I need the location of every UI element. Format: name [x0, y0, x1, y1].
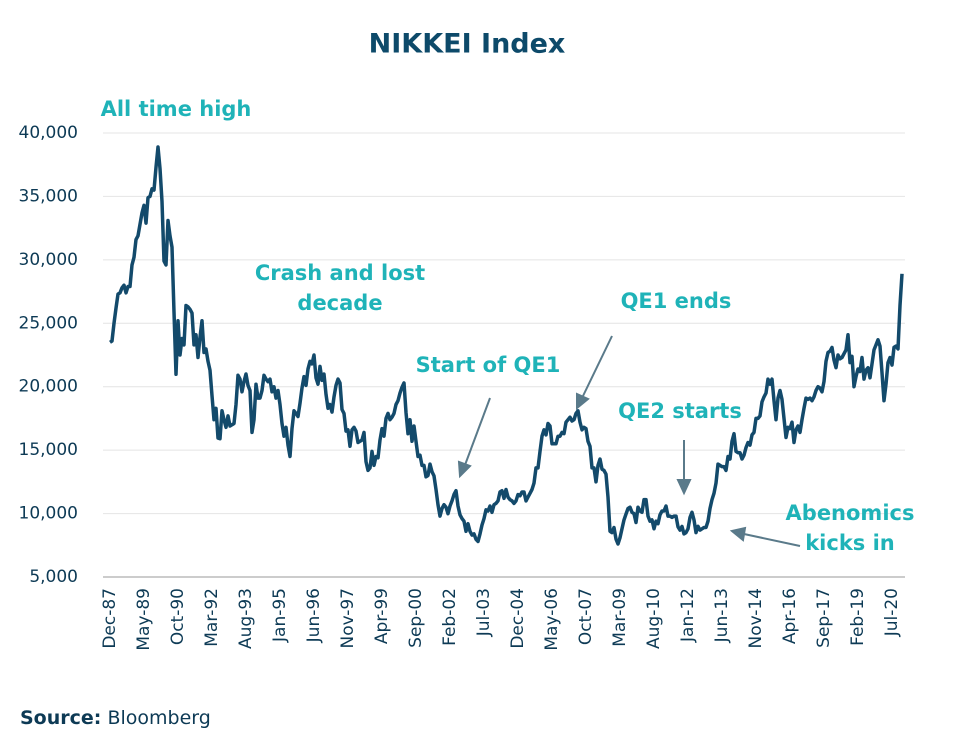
arrow-head: [676, 479, 692, 496]
annotation-line: kicks in: [805, 531, 895, 555]
x-tick-label: Nov-14: [746, 588, 766, 649]
x-tick-label: Oct-90: [168, 588, 188, 645]
x-tick-label: Apr-16: [780, 588, 800, 644]
x-tick-label: Apr-99: [372, 588, 392, 644]
annotation-line: Start of QE1: [416, 353, 561, 377]
arrow-head: [457, 460, 472, 479]
source-text: Bloomberg: [107, 707, 210, 729]
x-tick-label: Mar-92: [202, 588, 222, 647]
x-tick-label: Feb-19: [848, 588, 868, 646]
arrow: [464, 397, 491, 466]
arrows: [457, 335, 801, 547]
x-tick-label: Jul-20: [882, 588, 902, 637]
annotation-line: Abenomics: [786, 501, 915, 525]
annotation-line: Crash and lost: [255, 261, 425, 285]
x-tick-label: Oct-07: [576, 588, 596, 645]
annotation: QE1 ends: [621, 289, 732, 313]
x-tick-label: Mar-09: [610, 588, 630, 647]
y-tick-label: 20,000: [19, 377, 78, 397]
x-tick-label: Nov-97: [338, 588, 358, 649]
y-tick-label: 35,000: [19, 186, 78, 206]
annotation-line: QE1 ends: [621, 289, 732, 313]
x-tick-label: Jan-12: [678, 588, 698, 643]
x-tick-label: Sep-00: [406, 588, 426, 648]
annotation-line: decade: [297, 291, 382, 315]
y-tick-label: 5,000: [29, 567, 78, 587]
annotation: Abenomics kicks in: [786, 501, 915, 555]
data-line: [109, 145, 904, 546]
arrow-head: [729, 526, 747, 542]
y-tick-label: 10,000: [19, 504, 78, 524]
x-tick-label: Aug-10: [644, 588, 664, 649]
annotations: All time high Crash and lost decade Start o…: [101, 97, 915, 555]
arrow: [582, 335, 613, 397]
plot: [109, 145, 904, 546]
arrow: [743, 533, 801, 547]
x-tick-label: Aug-93: [236, 588, 256, 649]
x-tick-label: May-89: [134, 588, 154, 651]
x-tick-label: Dec-04: [508, 588, 528, 649]
annotation: All time high: [101, 97, 252, 121]
source: Source: Bloomberg: [20, 707, 211, 729]
source-label: Source:: [20, 707, 101, 729]
x-tick-label: Dec-87: [100, 588, 120, 649]
x-tick-label: Sep-17: [814, 588, 834, 648]
x-tick-label: Jan-95: [270, 588, 290, 643]
chart-title: NIKKEI Index: [369, 29, 566, 60]
x-tick-label: May-06: [542, 588, 562, 651]
annotation: Start of QE1: [416, 353, 561, 377]
y-tick-label: 30,000: [19, 250, 78, 270]
arrow-head: [576, 392, 590, 411]
x-tick-label: Jul-03: [474, 588, 494, 637]
y-tick-label: 15,000: [19, 440, 78, 460]
annotation-line: QE2 starts: [618, 399, 742, 423]
annotation: Crash and lost decade: [255, 261, 425, 315]
annotation-line: All time high: [101, 97, 252, 121]
y-tick-label: 40,000: [19, 123, 78, 143]
y-tick-label: 25,000: [19, 313, 78, 333]
x-tick-label: Jun-13: [712, 588, 732, 643]
x-tick-label: Jun-96: [304, 588, 324, 643]
x-tick-label: Feb-02: [440, 588, 460, 646]
annotation: QE2 starts: [618, 399, 742, 423]
